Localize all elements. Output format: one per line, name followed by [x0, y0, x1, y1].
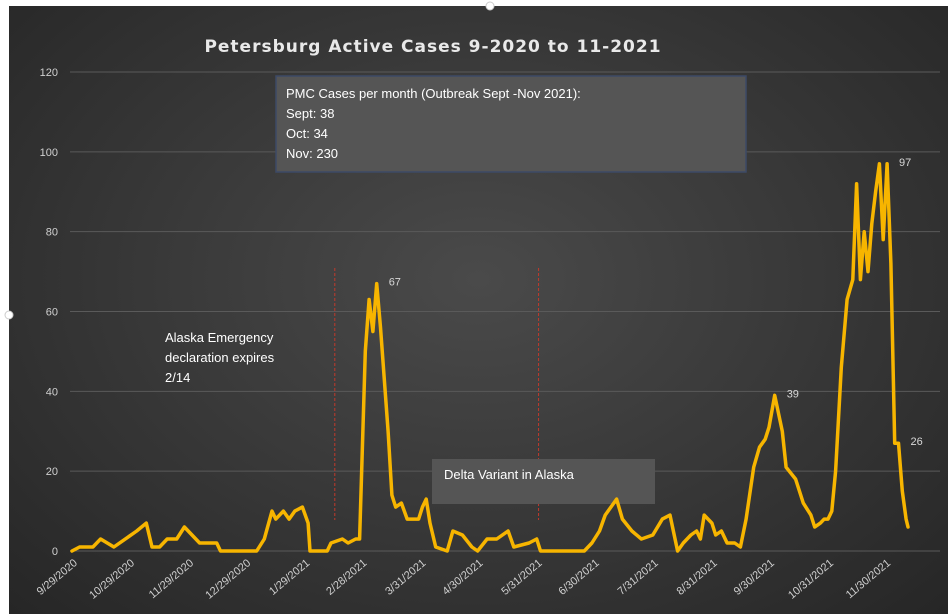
x-tick-label: 11/29/2020 [147, 557, 196, 601]
emergency-line-2: declaration expires [165, 350, 275, 365]
series-line-active-cases [70, 162, 910, 553]
pmc-cases-box: PMC Cases per month (Outbreak Sept -Nov … [275, 75, 747, 173]
pmc-box-line-3: Oct: 34 [286, 126, 328, 141]
y-tick-label: 0 [52, 546, 58, 558]
x-tick-label: 9/29/2020 [35, 557, 80, 598]
x-tick-label: 1/29/2021 [267, 557, 312, 598]
x-tick-label: 6/30/2021 [557, 557, 602, 598]
x-tick-label: 3/31/2021 [383, 557, 428, 598]
emergency-line-1: Alaska Emergency [165, 330, 274, 345]
pmc-box-line-4: Nov: 230 [286, 146, 338, 161]
x-tick-label: 9/30/2021 [732, 557, 777, 598]
emergency-annotation: Alaska Emergency declaration expires 2/1… [165, 330, 275, 385]
data-labels: 67 39 97 26 [389, 157, 923, 448]
x-tick-label: 4/30/2021 [440, 557, 485, 598]
y-tick-label: 60 [46, 307, 58, 319]
data-label: 26 [910, 436, 922, 448]
y-axis-ticks: 0 20 40 60 80 100 120 [40, 67, 58, 558]
x-tick-label: 2/28/2021 [324, 557, 369, 598]
delta-text: Delta Variant in Alaska [444, 467, 575, 482]
x-tick-label: 7/31/2021 [616, 557, 661, 598]
y-tick-label: 20 [46, 466, 58, 478]
y-tick-label: 80 [46, 227, 58, 239]
delta-annotation: Delta Variant in Alaska [432, 459, 655, 504]
data-label: 39 [787, 388, 799, 400]
data-label: 97 [899, 157, 911, 169]
x-tick-label: 11/30/2021 [844, 557, 893, 601]
y-tick-label: 100 [40, 147, 58, 159]
data-label: 67 [389, 277, 401, 289]
x-tick-label: 5/31/2021 [499, 557, 544, 598]
top-resize-handle[interactable] [485, 1, 495, 11]
x-tick-label: 10/31/2021 [786, 557, 836, 602]
x-tick-label: 12/29/2020 [203, 557, 253, 602]
y-tick-label: 40 [46, 386, 58, 398]
chart-title: Petersburg Active Cases 9-2020 to 11-202… [204, 37, 661, 57]
x-tick-label: 8/31/2021 [675, 557, 720, 598]
emergency-line-3: 2/14 [165, 370, 190, 385]
x-axis-ticks: 9/29/2020 10/29/2020 11/29/2020 12/29/2020 1… [35, 557, 893, 602]
pmc-box-line-2: Sept: 38 [286, 106, 334, 121]
y-tick-label: 120 [40, 67, 58, 79]
x-tick-label: 10/29/2020 [87, 557, 137, 602]
pmc-box-line-1: PMC Cases per month (Outbreak Sept -Nov … [286, 86, 581, 101]
left-resize-handle[interactable] [4, 310, 14, 320]
